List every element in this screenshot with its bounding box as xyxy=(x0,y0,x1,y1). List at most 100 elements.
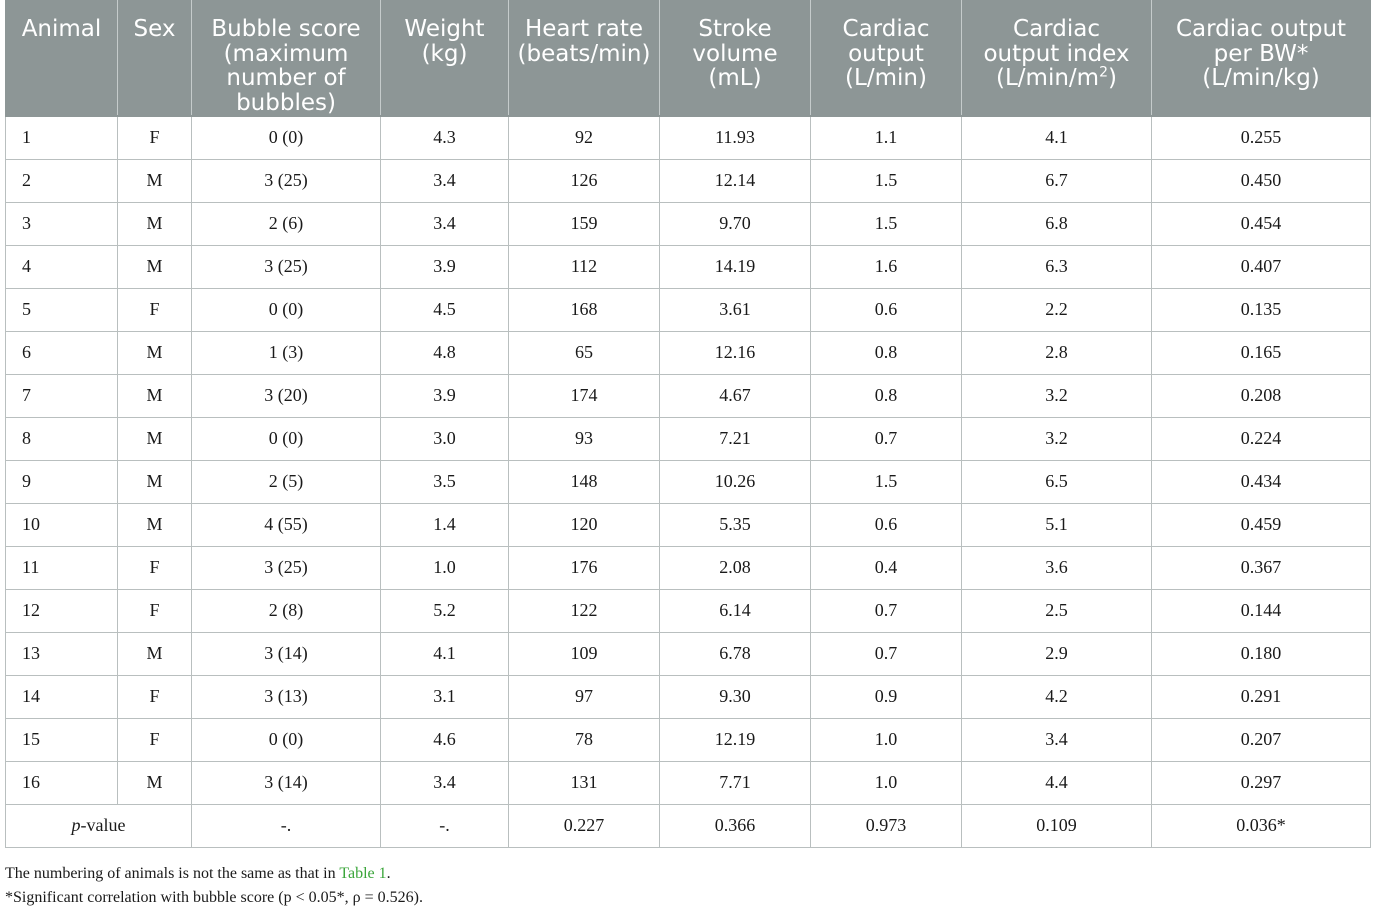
table-cell: 3.4 xyxy=(961,717,1152,762)
table-cell: 4.6 xyxy=(380,717,509,762)
table-cell: 4.2 xyxy=(961,674,1152,719)
table-row: 11 F 3 (25) 1.0 176 2.08 0.4 3.6 0.367 xyxy=(5,545,1371,590)
table-cell: 1.5 xyxy=(810,201,962,246)
table-cell: M xyxy=(117,244,192,289)
table-cell: 12.19 xyxy=(659,717,811,762)
table-cell: 4.1 xyxy=(961,115,1152,160)
table-cell: 1.6 xyxy=(810,244,962,289)
table-cell: 15 xyxy=(5,717,118,762)
table-cell: 4 xyxy=(5,244,118,289)
table-cell: 2.2 xyxy=(961,287,1152,332)
table-cell: F xyxy=(117,287,192,332)
table-cell: 1.5 xyxy=(810,459,962,504)
table-cell: 6.7 xyxy=(961,158,1152,203)
table-cell: F xyxy=(117,717,192,762)
table-cell: 0.291 xyxy=(1151,674,1371,719)
table-cell: 3.61 xyxy=(659,287,811,332)
table-cell: 0.165 xyxy=(1151,330,1371,375)
table-cell: 112 xyxy=(508,244,660,289)
table-cell: 7.21 xyxy=(659,416,811,461)
table-header: Animal Sex Bubble score (maximum number … xyxy=(5,0,1371,116)
table-cell: 10 xyxy=(5,502,118,547)
col-header-weight: Weight (kg) xyxy=(380,0,509,116)
table-cell: 174 xyxy=(508,373,660,418)
table-cell: M xyxy=(117,459,192,504)
table-cell: 3 (25) xyxy=(191,244,381,289)
table-cell: 6 xyxy=(5,330,118,375)
col-header-cardiac-output-per-bw: Cardiac output per BW* (L/min/kg) xyxy=(1151,0,1371,116)
table-cell: 148 xyxy=(508,459,660,504)
table-cell: 78 xyxy=(508,717,660,762)
table-cell: M xyxy=(117,158,192,203)
table-cell: 0.297 xyxy=(1151,760,1371,805)
table-cell: 6.78 xyxy=(659,631,811,676)
table-cell: M xyxy=(117,502,192,547)
table-cell: 16 xyxy=(5,760,118,805)
table-cell: 12.16 xyxy=(659,330,811,375)
col-header-heart-rate: Heart rate (beats/min) xyxy=(508,0,660,116)
col-header-animal: Animal xyxy=(5,0,118,116)
table-cell: 0.7 xyxy=(810,588,962,633)
col-header-bubble-score: Bubble score (maximum number of bubbles) xyxy=(191,0,381,116)
table-cell: 3 (25) xyxy=(191,158,381,203)
table-cell: 120 xyxy=(508,502,660,547)
table-cell: 1.0 xyxy=(380,545,509,590)
table-cell: 6.8 xyxy=(961,201,1152,246)
table-cell: 3.9 xyxy=(380,244,509,289)
table-cell: 0.9 xyxy=(810,674,962,719)
table-cell: 2.5 xyxy=(961,588,1152,633)
table-cell: 3.0 xyxy=(380,416,509,461)
table-cell: 2 xyxy=(5,158,118,203)
table-cell: 3.9 xyxy=(380,373,509,418)
table-cell: 0.208 xyxy=(1151,373,1371,418)
table-cell: 8 xyxy=(5,416,118,461)
table-cell: 3.1 xyxy=(380,674,509,719)
table-cell: 3 (20) xyxy=(191,373,381,418)
table-cell: 9.70 xyxy=(659,201,811,246)
table-cell: 0.367 xyxy=(1151,545,1371,590)
table-row: 15 F 0 (0) 4.6 78 12.19 1.0 3.4 0.207 xyxy=(5,717,1371,762)
table-cell: 0 (0) xyxy=(191,416,381,461)
table-cell: 12.14 xyxy=(659,158,811,203)
cardiac-data-table: Animal Sex Bubble score (maximum number … xyxy=(5,0,1371,848)
table-cell: 65 xyxy=(508,330,660,375)
table-cell: 11 xyxy=(5,545,118,590)
table-cell: M xyxy=(117,201,192,246)
table-cell: 0.450 xyxy=(1151,158,1371,203)
pvalue-cell: 0.973 xyxy=(810,803,962,848)
table-cell: 4.5 xyxy=(380,287,509,332)
table-cell: 3 (14) xyxy=(191,760,381,805)
table-cell: M xyxy=(117,416,192,461)
table-cell: 0.8 xyxy=(810,330,962,375)
table-cell: 0 (0) xyxy=(191,287,381,332)
table-cell: 93 xyxy=(508,416,660,461)
col-header-stroke-volume: Stroke volume (mL) xyxy=(659,0,811,116)
table-cell: 3.2 xyxy=(961,416,1152,461)
table-cell: 2.08 xyxy=(659,545,811,590)
table-cell: 13 xyxy=(5,631,118,676)
table-cell: 9 xyxy=(5,459,118,504)
table-cell: 0.407 xyxy=(1151,244,1371,289)
table-cell: 4.8 xyxy=(380,330,509,375)
table-cell: 131 xyxy=(508,760,660,805)
table-1-link[interactable]: Table 1 xyxy=(339,865,387,882)
table-cell: 0.6 xyxy=(810,502,962,547)
table-cell: 6.14 xyxy=(659,588,811,633)
table-cell: 0.454 xyxy=(1151,201,1371,246)
table-cell: 3.2 xyxy=(961,373,1152,418)
table-cell: 109 xyxy=(508,631,660,676)
table-cell: 1.0 xyxy=(810,717,962,762)
table-cell: 1.5 xyxy=(810,158,962,203)
table-cell: 0.8 xyxy=(810,373,962,418)
table-row: 10 M 4 (55) 1.4 120 5.35 0.6 5.1 0.459 xyxy=(5,502,1371,547)
table-cell: 3.4 xyxy=(380,158,509,203)
table-cell: 3 (13) xyxy=(191,674,381,719)
table-row: 12 F 2 (8) 5.2 122 6.14 0.7 2.5 0.144 xyxy=(5,588,1371,633)
table-cell: 0.207 xyxy=(1151,717,1371,762)
table-cell: 0 (0) xyxy=(191,115,381,160)
table-cell: 0.180 xyxy=(1151,631,1371,676)
